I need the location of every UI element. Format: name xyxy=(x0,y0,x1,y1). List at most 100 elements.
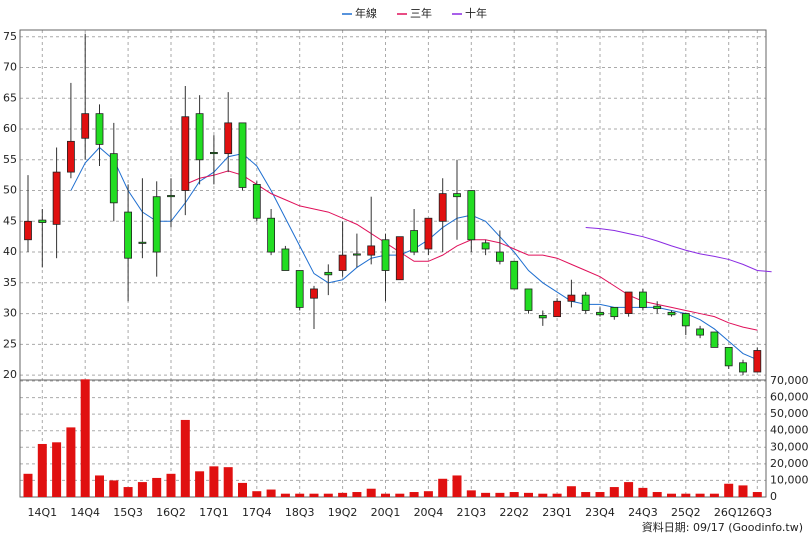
volume-bar xyxy=(438,478,448,497)
volume-bar xyxy=(552,493,562,497)
volume-bar xyxy=(395,493,405,497)
volume-bar xyxy=(581,492,591,497)
candle-body xyxy=(152,196,161,253)
volume-bar xyxy=(223,467,233,497)
y2-tick-label: 50,000 xyxy=(770,407,808,420)
volume-bar xyxy=(366,488,376,497)
candle-body xyxy=(453,193,461,198)
volume-bar xyxy=(95,475,104,497)
candle-body xyxy=(67,140,75,173)
volume-bar xyxy=(681,493,691,497)
volume-bar xyxy=(80,379,90,497)
volume-bar xyxy=(23,473,33,497)
candle-body xyxy=(467,190,476,241)
y2-tick-label: 20,000 xyxy=(770,457,808,470)
volume-bar xyxy=(52,442,62,497)
volume-bar xyxy=(295,493,305,497)
candle-body xyxy=(252,183,261,219)
volume-bar xyxy=(409,492,419,497)
y-tick-label: 45 xyxy=(3,214,17,227)
x-tick-label: 14Q1 xyxy=(27,506,57,519)
x-tick-label: 23Q1 xyxy=(542,506,572,519)
y2-tick-label: 60,000 xyxy=(770,391,808,404)
candle-body xyxy=(667,311,676,316)
y-tick-label: 55 xyxy=(3,153,17,166)
candle-body xyxy=(724,346,733,367)
legend-label: 年線 xyxy=(355,6,377,20)
candle-body xyxy=(567,294,576,302)
y-tick-label: 60 xyxy=(3,122,17,135)
candle-body xyxy=(610,307,619,318)
candle-body xyxy=(81,113,90,139)
volume-bar xyxy=(66,427,76,497)
candle-body xyxy=(710,331,719,348)
volume-bar xyxy=(195,471,205,497)
candle-body xyxy=(281,248,290,271)
candle-body xyxy=(52,171,61,225)
x-tick-label: 16Q2 xyxy=(156,506,186,519)
candle-body xyxy=(753,350,762,373)
volume-bar xyxy=(624,482,634,497)
legend-label: 十年 xyxy=(465,6,487,20)
y-tick-label: 35 xyxy=(3,276,17,289)
candle-body xyxy=(367,245,376,256)
candle-body xyxy=(424,217,433,250)
candle-body xyxy=(739,362,747,373)
candle-body xyxy=(681,313,690,327)
volume-bar xyxy=(524,492,533,497)
candle-body xyxy=(95,113,104,145)
volume-bar xyxy=(566,486,576,497)
x-tick-label: 17Q4 xyxy=(242,506,272,519)
candle-body xyxy=(639,291,647,308)
x-tick-label: 17Q1 xyxy=(199,506,229,519)
x-tick-label: 26Q1 xyxy=(714,506,744,519)
y-tick-label: 25 xyxy=(3,337,17,350)
volume-bar xyxy=(724,483,734,497)
ma-line xyxy=(585,226,772,273)
candle-body xyxy=(538,315,547,319)
candle-body xyxy=(395,236,404,281)
volume-bar xyxy=(37,443,47,497)
candle-body xyxy=(653,305,662,310)
volume-bar xyxy=(309,493,319,497)
candle-body xyxy=(524,288,533,311)
candle-body xyxy=(109,153,118,204)
candle-body xyxy=(624,291,633,314)
volume-bar xyxy=(209,466,219,497)
volume-bar xyxy=(252,491,262,497)
candle-body xyxy=(495,251,504,262)
candle-body xyxy=(410,230,419,253)
y-tick-label: 65 xyxy=(3,91,17,104)
volume-bar xyxy=(609,487,619,497)
x-tick-label: 24Q3 xyxy=(628,506,658,519)
candle-body xyxy=(696,328,704,336)
volume-bar xyxy=(137,482,147,497)
candle-body xyxy=(481,242,490,250)
volume-bar xyxy=(695,493,705,497)
annotation: 資料日期: 09/17 (Goodinfo.tw) xyxy=(642,520,803,534)
x-tick-label: 25Q2 xyxy=(671,506,701,519)
candle-body xyxy=(38,219,47,223)
y-tick-label: 50 xyxy=(3,184,17,197)
candle-body xyxy=(338,254,347,271)
candle-body xyxy=(167,195,175,198)
volume-bar xyxy=(123,487,133,497)
candle-body xyxy=(24,220,32,241)
x-tick-label: 20Q4 xyxy=(414,506,444,519)
candle-body xyxy=(238,122,247,188)
x-tick-label: 14Q4 xyxy=(70,506,100,519)
volume-bar xyxy=(595,492,605,497)
volume-bar xyxy=(109,480,119,497)
candle-body xyxy=(295,270,304,308)
volume-bar xyxy=(280,493,290,497)
y2-tick-label: 10,000 xyxy=(770,473,808,486)
y2-tick-label: 0 xyxy=(770,490,777,503)
volume-bar xyxy=(709,493,719,497)
volume-bar xyxy=(509,492,519,497)
volume-bar xyxy=(738,485,748,497)
volume-bar xyxy=(323,493,333,497)
y2-tick-label: 70,000 xyxy=(770,374,808,387)
volume-bar xyxy=(652,492,662,497)
